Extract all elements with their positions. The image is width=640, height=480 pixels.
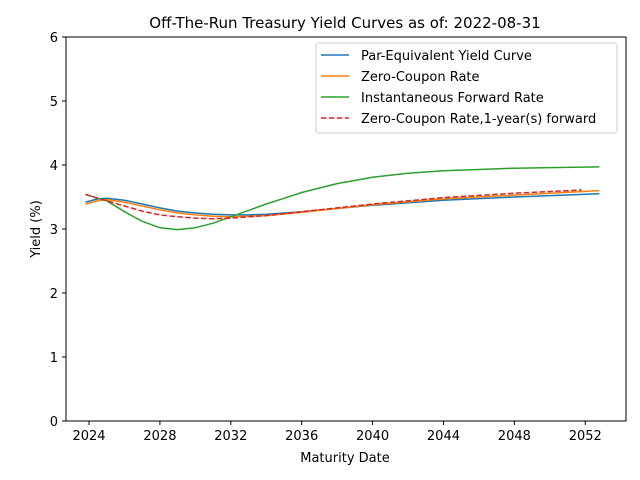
x-axis-title: Maturity Date: [300, 451, 389, 466]
x-tick-label: 2040: [356, 429, 389, 444]
axes: 2024 2028 2032 2036 2040 2044 2048 2052 0 1 2 3 4 5 6: [50, 31, 627, 444]
legend-label-1: Par-Equivalent Yield Curve: [361, 49, 532, 64]
y-tick-label: 0: [50, 415, 58, 430]
plot-area: [85, 166, 600, 231]
y-axis-title: Yield (%): [29, 200, 44, 259]
legend-label-2: Zero-Coupon Rate: [361, 70, 480, 85]
x-tick-label: 2052: [569, 429, 602, 444]
y-tick-label: 5: [50, 95, 58, 110]
series-line-4: [85, 189, 582, 220]
y-tick-label: 3: [50, 223, 58, 238]
y-tick-label: 6: [50, 31, 58, 46]
legend-label-3: Instantaneous Forward Rate: [361, 91, 544, 106]
x-tick-label: 2048: [498, 429, 531, 444]
y-tick-label: 4: [50, 159, 58, 174]
x-tick-label: 2044: [427, 429, 460, 444]
x-tick-label: 2028: [143, 429, 176, 444]
y-tick-label: 1: [50, 351, 58, 366]
x-tick-label: 2024: [72, 429, 105, 444]
y-tick-label: 2: [50, 287, 58, 302]
x-tick-label: 2036: [285, 429, 318, 444]
series-line-1: [85, 193, 600, 216]
series-line-2: [85, 189, 600, 218]
series-line-3: [85, 166, 600, 231]
legend: Par-Equivalent Yield Curve Zero-Coupon Ra…: [315, 42, 618, 134]
legend-label-4: Zero-Coupon Rate,1-year(s) forward: [361, 112, 596, 127]
x-tick-label: 2032: [214, 429, 247, 444]
legend-box: [315, 42, 618, 134]
chart-title: Off-The-Run Treasury Yield Curves as of:…: [149, 14, 540, 32]
